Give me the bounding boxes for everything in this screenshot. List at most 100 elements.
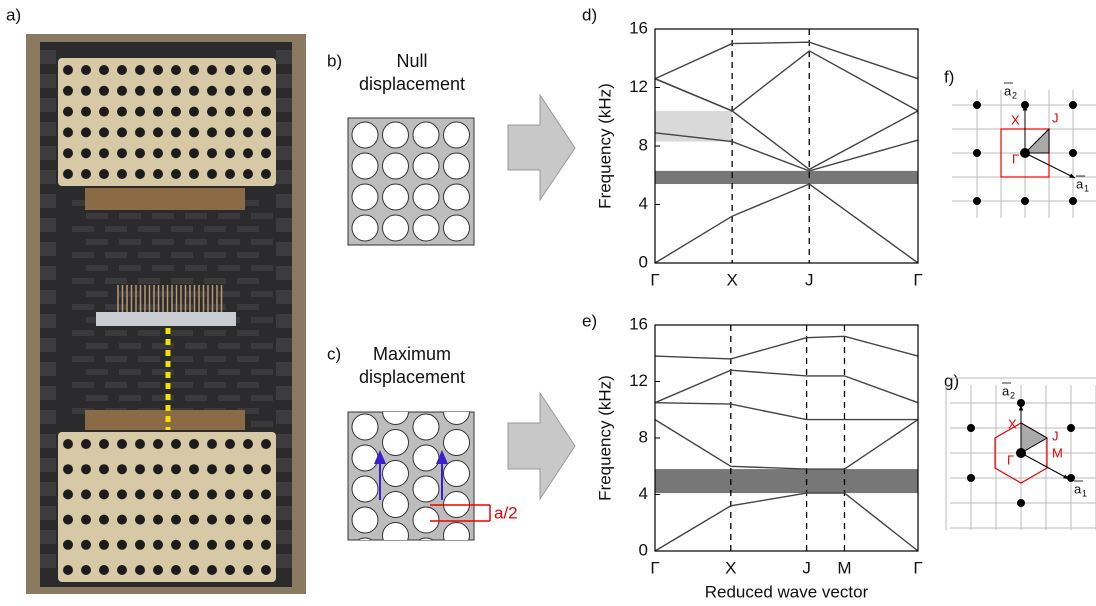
- foam: [251, 291, 273, 297]
- foam: [40, 482, 56, 496]
- foam: [105, 278, 127, 284]
- band-line: [655, 184, 918, 263]
- shift-label: a/2: [494, 503, 518, 522]
- hole: [261, 169, 271, 179]
- hole: [171, 127, 181, 137]
- scatterer: [444, 184, 470, 210]
- lattice-site: [1067, 424, 1075, 432]
- hole: [117, 148, 127, 158]
- hole: [225, 515, 235, 525]
- lattice-site: [1021, 197, 1029, 205]
- foam: [72, 278, 94, 284]
- hole: [135, 489, 145, 499]
- foam: [276, 338, 292, 352]
- foam: [72, 226, 94, 232]
- hole: [99, 515, 109, 525]
- foam: [40, 266, 56, 280]
- foam: [237, 356, 259, 362]
- hole: [261, 565, 271, 575]
- foam: [119, 239, 141, 245]
- hole: [207, 107, 217, 117]
- lattice-site: [1069, 149, 1077, 157]
- hole: [117, 515, 127, 525]
- foam: [276, 290, 292, 304]
- foam: [138, 356, 160, 362]
- hole: [207, 515, 217, 525]
- vector-index: 2: [1010, 390, 1015, 400]
- band-line: [655, 42, 918, 78]
- foam: [72, 252, 94, 258]
- hole: [171, 107, 181, 117]
- foam: [119, 265, 141, 271]
- hole: [261, 489, 271, 499]
- hole: [207, 439, 217, 449]
- vector-index: 1: [1082, 488, 1087, 498]
- foam: [105, 304, 127, 310]
- hole: [189, 169, 199, 179]
- hole: [243, 127, 253, 137]
- scatterer: [383, 554, 409, 580]
- hole: [117, 464, 127, 474]
- scatterer: [352, 383, 378, 409]
- hole: [99, 489, 109, 499]
- foam: [185, 369, 207, 375]
- scatterer: [383, 492, 409, 518]
- hole: [153, 489, 163, 499]
- hole: [153, 148, 163, 158]
- foam: [40, 530, 56, 544]
- hole: [225, 439, 235, 449]
- hole: [81, 540, 91, 550]
- hole: [63, 148, 73, 158]
- hole: [135, 107, 145, 117]
- hole: [243, 540, 253, 550]
- foam: [237, 304, 259, 310]
- foam: [105, 226, 127, 232]
- hole: [63, 540, 73, 550]
- hole: [135, 565, 145, 575]
- foam: [204, 278, 226, 284]
- foam: [171, 278, 193, 284]
- lattice-site: [973, 149, 981, 157]
- foam: [276, 194, 292, 208]
- hole: [63, 107, 73, 117]
- scatterer: [413, 383, 439, 409]
- hole: [171, 148, 181, 158]
- hole: [153, 515, 163, 525]
- hole: [207, 65, 217, 75]
- foam: [185, 343, 207, 349]
- foam: [251, 213, 273, 219]
- hole: [135, 464, 145, 474]
- scatterer: [444, 153, 470, 179]
- lattice-site: [1069, 197, 1077, 205]
- foam: [171, 252, 193, 258]
- vector-label: a: [1076, 176, 1084, 191]
- sample: [96, 312, 236, 326]
- hole: [153, 107, 163, 117]
- hole: [117, 65, 127, 75]
- vector-label: a: [1002, 383, 1010, 398]
- x-tick-label: Γ: [650, 270, 659, 289]
- foam: [276, 74, 292, 88]
- hole: [153, 65, 163, 75]
- hole: [63, 515, 73, 525]
- hole: [207, 540, 217, 550]
- scatterer: [352, 414, 378, 440]
- foam: [251, 369, 273, 375]
- scatterer: [352, 445, 378, 471]
- rods: [85, 188, 245, 210]
- hole: [243, 439, 253, 449]
- hole: [153, 127, 163, 137]
- scatterer: [383, 523, 409, 549]
- hole: [225, 107, 235, 117]
- hole: [117, 489, 127, 499]
- hole: [171, 65, 181, 75]
- hole: [189, 127, 199, 137]
- foam: [276, 482, 292, 496]
- hole: [261, 515, 271, 525]
- foam: [138, 330, 160, 336]
- hole: [81, 439, 91, 449]
- foam: [40, 146, 56, 160]
- foam: [152, 265, 174, 271]
- foam: [40, 386, 56, 400]
- hole: [81, 107, 91, 117]
